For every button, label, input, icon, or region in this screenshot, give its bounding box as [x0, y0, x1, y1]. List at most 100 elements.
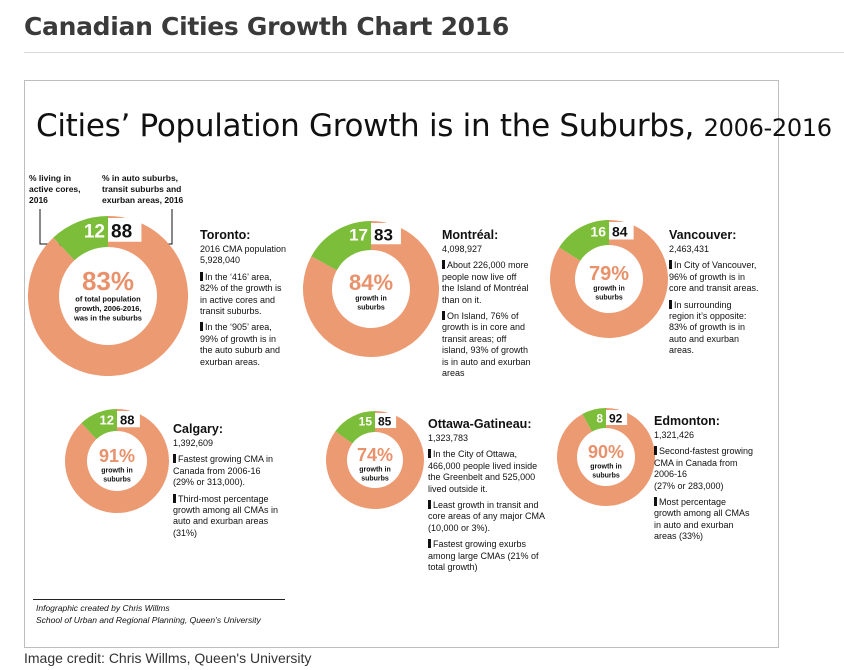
page-title: Canadian Cities Growth Chart 2016	[24, 12, 509, 41]
donut-slice-suburbs	[550, 220, 668, 338]
city-note-text: the Greenbelt and 525,000	[428, 472, 536, 483]
donut-growth-percent: 84%	[349, 270, 393, 295]
city-note-line: Third-most percentage	[173, 493, 298, 505]
city-note-line: among large CMAs (21% of	[428, 551, 563, 562]
bullet-icon	[442, 260, 445, 270]
donut-cores-label: 12	[84, 221, 105, 242]
bullet-icon	[654, 497, 657, 507]
city-population-line: 1,392,609	[173, 438, 214, 448]
city-note-text: (29% or 313,000).	[173, 477, 246, 488]
donut-growth-caption: growth in	[101, 468, 133, 475]
donut-suburbs-label: 92	[609, 411, 623, 425]
city-note-text: among large CMAs (21% of	[428, 550, 539, 561]
bullet-icon	[428, 500, 431, 510]
city-note-text: In the ‘416’ area,	[205, 271, 272, 282]
city-note-line: In the ‘905’ area,	[200, 322, 310, 333]
donut-growth-percent: 91%	[99, 446, 135, 466]
city-info-toronto: Toronto: 2016 CMA population 5,928,040 In t…	[200, 228, 310, 368]
city-info-ottawa-gatineau: Ottawa-Gatineau: 1,323,783 In the City of …	[428, 417, 563, 573]
city-note-line: growth is in core and	[442, 322, 552, 333]
city-note-line: Second-fastest growing	[654, 446, 772, 457]
city-note-text: core and transit areas.	[669, 283, 759, 294]
city-note-line: In surrounding	[669, 299, 777, 311]
city-note-line: auto and exurban areas	[173, 516, 298, 527]
city-note-line: 2006-16	[654, 469, 772, 480]
city-info-edmonton: Edmonton: 1,321,426 Second-fastest growing…	[654, 414, 772, 543]
credit-divider	[33, 599, 285, 600]
donut-slice-suburbs	[27, 216, 189, 376]
city-note: Second-fastest growing CMA in Canada from…	[654, 446, 772, 492]
city-note-text: Canada from 2006-16	[173, 465, 261, 476]
city-note: In City of Vancouver, 96% of growth is in…	[669, 260, 777, 294]
donut-slice-cores	[559, 220, 609, 261]
city-note-text: in auto and exurban	[654, 519, 734, 530]
city-note-line: Fastest growing CMA in	[173, 454, 298, 465]
city-population-line: 5,928,040	[200, 255, 241, 266]
city-note-text: region it’s opposite:	[669, 311, 747, 322]
city-population-line: 1,321,426	[654, 430, 695, 440]
donut-slice-cores	[53, 216, 108, 261]
city-note: In surrounding region it’s opposite: 83% o…	[669, 299, 777, 357]
city-note-text: Fastest growing CMA in	[178, 454, 274, 465]
city-population-line: 1,323,783	[428, 433, 469, 443]
donut-slice-cores	[81, 409, 117, 440]
donut-growth-percent: 90%	[588, 442, 624, 462]
city-note-line: Fastest growing exurbs	[428, 539, 563, 550]
donut-chart: 8 92 90% growth in suburbs	[556, 408, 655, 506]
city-note-line: In the City of Ottawa,	[428, 449, 563, 460]
bullet-icon	[669, 260, 672, 270]
city-note-line: core areas of any major CMA	[428, 511, 563, 522]
city-note-text: auto and exurban areas	[173, 516, 269, 527]
donut-suburbs-label: 88	[111, 221, 132, 242]
donut-growth-percent: 79%	[589, 263, 629, 285]
city-note-line: Least growth in transit and	[428, 500, 563, 511]
credit-line: School of Urban and Regional Planning, Q…	[36, 615, 261, 625]
city-note-line: lived outside it.	[428, 484, 563, 495]
city-population-line: 2016 CMA population	[200, 244, 287, 254]
city-note-text: in active cores and	[200, 294, 276, 305]
city-note-text: (31%)	[173, 527, 198, 538]
legend-cores-line: active cores,	[29, 184, 81, 194]
city-note-line: In City of Vancouver,	[669, 260, 777, 271]
bullet-icon	[200, 271, 203, 281]
bullet-icon	[173, 493, 176, 503]
city-note-text: 96% of growth is in	[669, 271, 746, 282]
donut-cores-label: 16	[590, 223, 606, 239]
city-info-montreal: Montréal: 4,098,927 About 226,000 more peop…	[442, 228, 552, 379]
city-name: Edmonton:	[654, 414, 720, 428]
city-note-text: than on it.	[442, 294, 482, 305]
city-note-text: is in auto and exurban	[442, 356, 531, 367]
city-note-line: On Island, 76% of	[442, 311, 552, 322]
city-note-line: Most percentage	[654, 497, 772, 508]
city-note-text: Least growth in transit and	[433, 500, 539, 511]
city-note-line: (31%)	[173, 528, 298, 539]
city-note-line: is in auto and exurban	[442, 357, 552, 368]
city-note-text: On Island, 76% of	[447, 311, 519, 322]
city-note-line: 99% of growth is in	[200, 334, 310, 345]
city-note-text: (10,000 or 3%).	[428, 522, 491, 533]
donut-growth-caption: suburbs	[592, 473, 620, 480]
city-note-line: (10,000 or 3%).	[428, 523, 563, 534]
donut-chart: 15 85 74% growth in suburbs	[325, 411, 424, 509]
bullet-icon	[428, 539, 431, 549]
city-note-text: transit suburbs.	[200, 306, 262, 317]
credit-line: Infographic created by Chris Willms	[36, 603, 170, 613]
city-note-line: exurban areas.	[200, 357, 310, 368]
donut-growth-percent: 74%	[357, 445, 393, 465]
city-note-line: growth among all CMAs in	[173, 505, 298, 516]
city-note-text: lived outside it.	[428, 483, 488, 494]
donut-label-box	[371, 223, 401, 245]
city-note-line: areas.	[669, 345, 777, 356]
city-note: Most percentage growth among all CMAs in a…	[654, 497, 772, 543]
donut-chart: 16 84 79%growth in suburbs	[550, 220, 668, 338]
city-note-line: region it’s opposite:	[669, 311, 777, 322]
bullet-icon	[669, 299, 672, 309]
city-note: In the ‘905’ area, 99% of growth is in the…	[200, 322, 310, 368]
city-note-line: areas (33%)	[654, 531, 772, 542]
city-note: Third-most percentage growth among all CM…	[173, 493, 298, 540]
city-note-line: (29% or 313,000).	[173, 477, 298, 488]
city-note-text: exurban areas.	[200, 356, 261, 367]
city-note-line: 83% of growth is in	[669, 322, 777, 333]
city-note-text: people now live off	[442, 271, 517, 282]
